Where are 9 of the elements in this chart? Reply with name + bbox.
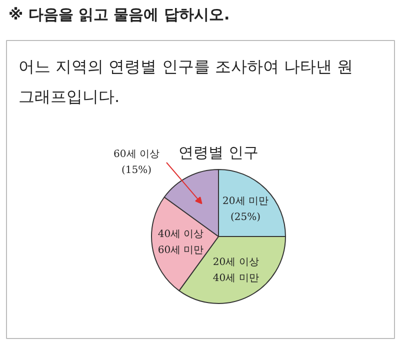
chart-title: 연령별 인구 [178, 144, 258, 162]
data-label: (25%) [230, 212, 261, 223]
text: 어느 지역의 연령별 인구를 조사하여 나타낸 원 그래프입니다. [18, 57, 354, 106]
slice-label: 20세 미만 [222, 196, 268, 207]
slice-label: 40세 이상 60세 미만 [158, 228, 204, 256]
text: ※ 다음을 읽고 물음에 답하시오. [8, 6, 230, 24]
slice-label: 20세 이상 40세 미만 [212, 257, 259, 284]
data-label: (15%) [121, 165, 152, 176]
slice-label: 60세 이상 [114, 149, 160, 160]
